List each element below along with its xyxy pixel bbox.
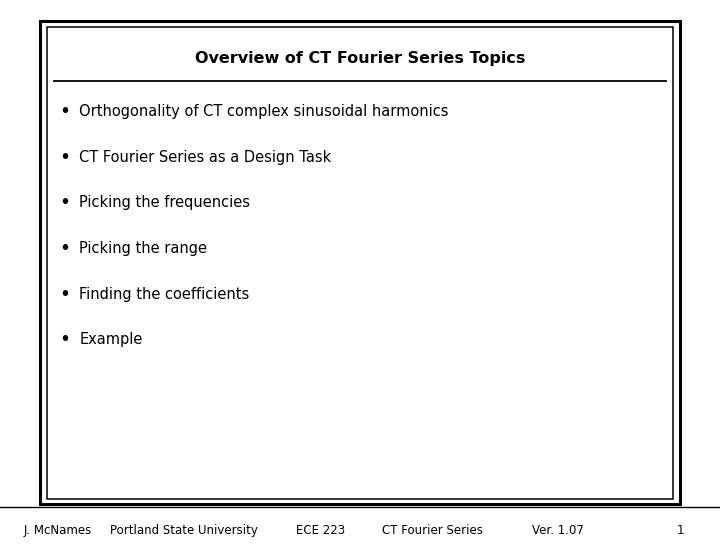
Text: 1: 1 (677, 524, 684, 537)
Bar (40, 21, 680, 504)
Text: •: • (59, 148, 71, 167)
Text: Ver. 1.07: Ver. 1.07 (532, 524, 584, 537)
Text: Portland State University: Portland State University (109, 524, 258, 537)
Text: •: • (59, 239, 71, 258)
Text: CT Fourier Series as a Design Task: CT Fourier Series as a Design Task (79, 150, 331, 164)
Text: J. McNames: J. McNames (24, 524, 91, 537)
Text: ECE 223: ECE 223 (296, 524, 345, 537)
Text: •: • (59, 193, 71, 212)
Text: Overview of CT Fourier Series Topics: Overview of CT Fourier Series Topics (195, 51, 525, 66)
Text: •: • (59, 102, 71, 121)
Text: Picking the frequencies: Picking the frequencies (79, 196, 251, 210)
Text: •: • (59, 330, 71, 349)
Text: •: • (59, 285, 71, 304)
Text: CT Fourier Series: CT Fourier Series (382, 524, 482, 537)
Text: Orthogonality of CT complex sinusoidal harmonics: Orthogonality of CT complex sinusoidal h… (79, 104, 449, 119)
Text: Picking the range: Picking the range (79, 241, 207, 256)
Text: Finding the coefficients: Finding the coefficients (79, 287, 249, 301)
Bar (47, 27, 673, 499)
Text: Example: Example (79, 333, 143, 347)
